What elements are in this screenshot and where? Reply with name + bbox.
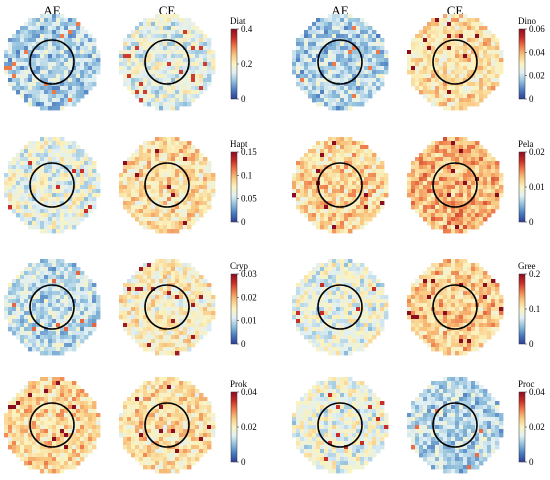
colorbar-tick-label: 0.01 (241, 316, 257, 326)
core-boundary-circle (144, 402, 190, 448)
colorbar-title: Prok (230, 379, 248, 389)
colorbar-tick-label: 0.1 (241, 170, 252, 180)
colorbar-ramp (230, 28, 238, 100)
colorbar-tick-label: 0 (241, 339, 246, 349)
colorbar-tick-label: 0.03 (241, 269, 257, 279)
core-boundary-circle (144, 162, 190, 208)
map-ae-diat (4, 14, 101, 111)
map-ce-cryp (119, 259, 216, 356)
colorbar-tick-label: 0.02 (241, 422, 257, 432)
core-boundary-circle (432, 284, 478, 330)
colorbar-tick-label: 0.06 (529, 24, 545, 34)
core-boundary-circle (317, 284, 363, 330)
map-ce-prok (119, 377, 216, 474)
colorbar-ramp (518, 391, 526, 463)
core-boundary-circle (432, 162, 478, 208)
colorbar-tick-label: 0.04 (529, 47, 545, 57)
colorbar-tick-label: 0.05 (241, 194, 257, 204)
colorbar-ramp (518, 273, 526, 345)
colorbar-title: Proc (518, 379, 535, 389)
colorbar-ramp (518, 151, 526, 223)
colorbar-tick-label: 0.02 (529, 147, 545, 157)
map-ae-gree (292, 259, 389, 356)
colorbar-tick-label: 0.1 (529, 304, 540, 314)
core-boundary-circle (29, 284, 75, 330)
core-boundary-circle (432, 39, 478, 85)
core-boundary-circle (317, 162, 363, 208)
colorbar-tick-label: 0 (529, 217, 534, 227)
map-ce-diat (119, 14, 216, 111)
colorbar-ramp (230, 391, 238, 463)
colorbar-tick-label: 0 (241, 457, 246, 467)
core-boundary-circle (317, 39, 363, 85)
map-ce-proc (407, 377, 504, 474)
colorbar-title: Dino (518, 16, 537, 26)
core-boundary-circle (144, 284, 190, 330)
core-boundary-circle (29, 402, 75, 448)
colorbar-ramp (230, 151, 238, 223)
colorbar-tick-label: 0.15 (241, 147, 257, 157)
map-ce-gree (407, 259, 504, 356)
colorbar-tick-label: 0.4 (241, 24, 253, 34)
colorbar-tick-label: 0.02 (241, 292, 257, 302)
map-ae-dino (292, 14, 389, 111)
colorbar-tick-label: 0 (529, 94, 534, 104)
colorbar-tick-label: 0.2 (529, 269, 540, 279)
colorbar-tick-label: 0 (529, 457, 534, 467)
map-ce-hapt (119, 137, 216, 234)
map-ae-hapt (4, 137, 101, 234)
core-boundary-circle (317, 402, 363, 448)
colorbar-tick-label: 0.01 (529, 182, 545, 192)
colorbar-tick-label: 0 (241, 217, 246, 227)
colorbar-title: Diat (230, 16, 246, 26)
colorbar-title: Hapt (230, 139, 248, 149)
colorbar-tick-label: 0 (241, 94, 246, 104)
map-ce-dino (407, 14, 504, 111)
map-ae-prok (4, 377, 101, 474)
map-ae-pela (292, 137, 389, 234)
core-boundary-circle (29, 162, 75, 208)
colorbar-title: Cryp (230, 261, 249, 271)
map-ce-pela (407, 137, 504, 234)
core-boundary-circle (432, 402, 478, 448)
map-ae-proc (292, 377, 389, 474)
colorbar-tick-label: 0.04 (241, 387, 257, 397)
colorbar-tick-label: 0.2 (241, 59, 252, 69)
map-ae-cryp (4, 259, 101, 356)
colorbar-ramp (230, 273, 238, 345)
colorbar-tick-label: 0 (529, 339, 534, 349)
colorbar-ramp (518, 28, 526, 100)
core-boundary-circle (144, 39, 190, 85)
colorbar-title: Pela (518, 139, 534, 149)
colorbar-tick-label: 0.04 (529, 387, 545, 397)
colorbar-tick-label: 0.02 (529, 71, 545, 81)
core-boundary-circle (29, 39, 75, 85)
colorbar-title: Gree (518, 261, 536, 271)
colorbar-tick-label: 0.02 (529, 422, 545, 432)
